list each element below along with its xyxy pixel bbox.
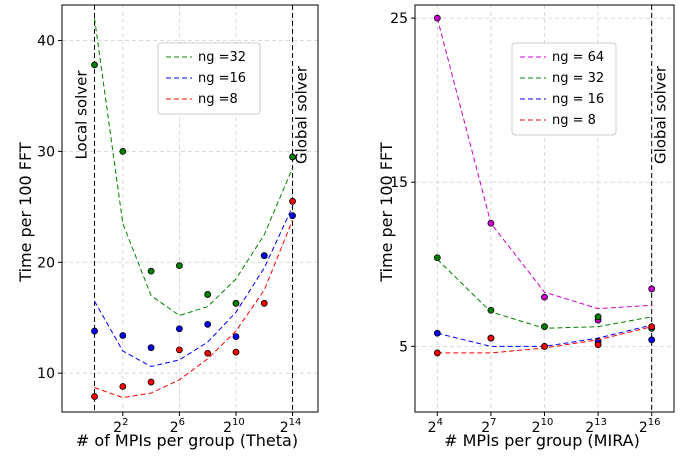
theta-legend-label-2: ng =8 [198, 92, 238, 107]
mira-legend-label-2: ng = 16 [552, 92, 604, 107]
theta-series-1-point-0 [91, 327, 98, 335]
theta-series-2-point-6 [260, 299, 268, 307]
mira-series-3-point-0 [433, 349, 441, 357]
mira-series-1-point-3 [594, 313, 602, 321]
theta-series-0-point-3 [175, 262, 183, 270]
theta-series-0-point-4 [204, 291, 212, 298]
mira-series-line-0 [436, 17, 652, 310]
theta-series-0-point-0 [91, 61, 98, 69]
theta-legend-box [157, 42, 261, 115]
theta-ytick-label-3: 40 [37, 33, 55, 49]
mira-xtick-label-1: 27 [481, 417, 496, 436]
theta-xtick-label-0: 22 [113, 417, 128, 436]
theta-series-line-2 [94, 219, 293, 399]
theta-series-0-point-2 [147, 267, 155, 275]
theta-series-1-point-3 [175, 325, 183, 333]
theta-series-line-1 [94, 206, 293, 368]
theta-ytick-label-1: 20 [37, 255, 55, 271]
theta-xtick-label-1: 26 [170, 417, 185, 436]
theta-series-2-point-2 [147, 378, 155, 386]
theta-ytick-label-2: 30 [37, 144, 55, 160]
theta-vline-label-0: Local solver [73, 70, 91, 160]
theta-series-2-point-0 [91, 393, 98, 400]
theta-plot-frame [61, 4, 319, 413]
mira-ytick-label-0: 5 [399, 339, 408, 355]
theta-chart: Time per 100 FFT # of MPIs per group (Th… [16, 4, 319, 450]
theta-xtick-label-3: 214 [280, 417, 302, 436]
theta-series-1-point-7 [289, 212, 296, 220]
theta-series-2-point-5 [232, 348, 240, 356]
theta-series-2-point-4 [204, 349, 212, 357]
mira-chart: Time per 100 FFT # MPIs per group (MIRA)… [377, 4, 675, 450]
theta-ylabel: Time per 100 FFT [16, 142, 35, 283]
mira-xtick-label-4: 216 [639, 417, 661, 436]
mira-series-3-point-2 [541, 342, 548, 350]
theta-legend-label-1: ng =16 [198, 71, 246, 86]
theta-series-1-point-6 [260, 252, 268, 260]
mira-ylabel: Time per 100 FFT [377, 142, 396, 283]
mira-xtick-label-0: 24 [428, 417, 443, 436]
mira-xlabel: # MPIs per group (MIRA) [444, 431, 640, 450]
theta-series-0-point-7 [289, 153, 296, 161]
theta-series-0-point-5 [232, 299, 240, 307]
theta-series-2-point-1 [119, 383, 127, 390]
mira-ytick-label-1: 15 [390, 175, 408, 191]
mira-series-0-point-1 [487, 219, 495, 227]
theta-series-2-point-7 [289, 197, 296, 205]
mira-vline-label-0: Global solver [652, 65, 670, 164]
mira-series-0-point-2 [541, 293, 548, 301]
mira-series-1-point-0 [433, 254, 441, 262]
mira-series-0-point-4 [648, 285, 656, 293]
mira-xtick-label-2: 210 [532, 417, 554, 436]
mira-legend-label-3: ng = 8 [552, 113, 596, 128]
mira-legend-box [511, 42, 617, 136]
mira-series-1-point-1 [487, 306, 495, 314]
theta-vline-label-1: Global solver [293, 65, 311, 164]
mira-series-3-point-4 [648, 323, 656, 331]
theta-series-0-point-1 [119, 147, 127, 155]
theta-legend-label-0: ng =32 [198, 50, 246, 65]
mira-series-0-point-0 [433, 14, 441, 22]
mira-series-1-point-2 [541, 323, 548, 331]
theta-series-1-point-1 [119, 332, 127, 339]
mira-series-3-point-3 [594, 341, 602, 349]
theta-xlabel: # of MPIs per group (Theta) [76, 431, 298, 450]
mira-series-3-point-1 [487, 334, 495, 342]
theta-series-1-point-2 [147, 344, 155, 352]
mira-legend-label-1: ng = 32 [552, 71, 604, 86]
theta-ytick-label-0: 10 [37, 366, 55, 382]
mira-legend-label-0: ng = 64 [552, 50, 604, 65]
mira-xtick-label-3: 213 [585, 417, 607, 436]
theta-series-1-point-5 [232, 333, 240, 340]
mira-series-2-point-0 [433, 329, 441, 337]
theta-series-line-0 [94, 18, 293, 317]
theta-series-2-point-3 [175, 346, 183, 354]
theta-xtick-label-2: 210 [223, 417, 245, 436]
mira-ytick-label-2: 25 [390, 11, 408, 27]
theta-series-1-point-4 [204, 320, 212, 328]
mira-series-2-point-4 [648, 336, 656, 344]
